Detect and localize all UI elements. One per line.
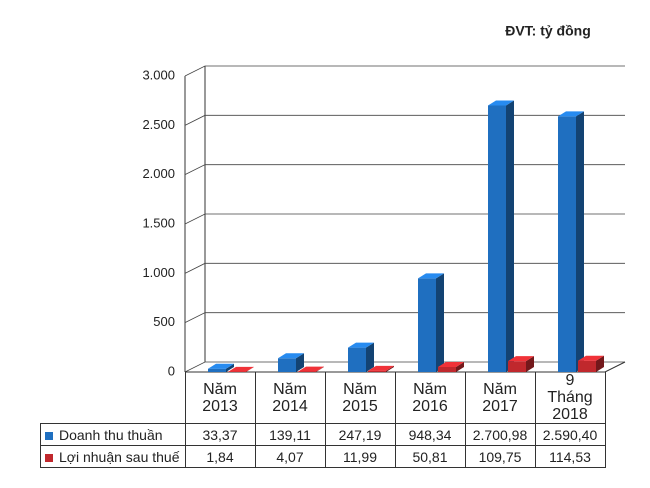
y-tick-label: 1.500	[142, 215, 175, 230]
bar-top	[228, 366, 254, 372]
bar	[578, 355, 604, 372]
bar-side	[506, 100, 514, 373]
bar	[558, 111, 584, 372]
y-tick-label: 500	[153, 314, 175, 329]
bar-top	[368, 365, 394, 371]
category-cell: Năm 2015	[324, 372, 396, 424]
bar	[348, 342, 374, 372]
category-cell: Năm 2014	[254, 372, 326, 424]
legend-label: Lợi nhuận sau thuế	[59, 448, 180, 465]
category-cell: Năm 2016	[394, 372, 466, 424]
y-tick-label: 2.500	[142, 117, 175, 132]
bar-top	[298, 366, 324, 372]
grid-line	[184, 114, 625, 126]
bar-front	[558, 116, 576, 372]
bar-front	[368, 370, 386, 372]
bar-top	[578, 355, 604, 361]
y-tick-label: 3.000	[142, 67, 175, 82]
bar-top	[208, 363, 234, 369]
category-cell: Năm 2017	[464, 372, 536, 424]
x-tick-label: Năm 2013	[202, 380, 238, 415]
grid-line	[184, 312, 625, 324]
bar-front	[438, 366, 456, 372]
grid-line	[184, 65, 625, 77]
blank-cell	[40, 372, 186, 424]
category-row: Năm 2013 Năm 2014 Năm 2015 Năm 2016 Năm 2017…	[40, 372, 606, 424]
bar	[368, 365, 394, 372]
data-table: Năm 2013 Năm 2014 Năm 2015 Năm 2016 Năm 2017…	[40, 372, 606, 468]
bar-side	[246, 366, 254, 372]
bar-side	[526, 356, 534, 372]
value-label: 139,11	[254, 423, 326, 446]
legend-label: Doanh thu thuần	[59, 426, 163, 443]
value-label: 2.700,98	[464, 423, 536, 446]
legend-swatch	[45, 453, 53, 462]
legend-swatch	[45, 431, 53, 440]
category-cell: 9 Tháng 2018	[534, 372, 606, 424]
bar-side	[436, 273, 444, 372]
bar-side	[316, 366, 324, 372]
bar-side	[296, 353, 304, 372]
bar	[298, 366, 324, 372]
value-label: 2.590,40	[534, 423, 606, 446]
y-tick-label: 1.000	[142, 265, 175, 280]
x-tick-label: Năm 2015	[342, 380, 378, 415]
x-tick-label: 9 Tháng 2018	[547, 372, 593, 423]
bar-front	[488, 105, 506, 373]
bar	[438, 361, 464, 372]
bar	[208, 363, 234, 372]
series-row: Doanh thu thuần 33,37 139,11 247,19 948,34 2.…	[40, 423, 606, 446]
x-tick-label: Năm 2016	[412, 380, 448, 415]
bar-top	[418, 273, 444, 279]
bar-side	[386, 365, 394, 372]
value-label: 33,37	[184, 423, 256, 446]
grid-line	[184, 164, 625, 176]
series-row: Lợi nhuận sau thuế 1,84 4,07 11,99 50,81 109,…	[40, 445, 606, 468]
bar-front	[418, 278, 436, 372]
bar-front	[208, 368, 226, 372]
unit-note: ĐVT: tỷ đồng	[505, 23, 591, 39]
bar-top	[348, 342, 374, 348]
bar-front	[348, 347, 366, 372]
category-cell: Năm 2013	[184, 372, 256, 424]
x-tick-label: Năm 2014	[272, 380, 308, 415]
y-tick-label: 2.000	[142, 166, 175, 181]
bar-top	[508, 356, 534, 362]
bar-top	[558, 111, 584, 117]
bar-front	[578, 360, 596, 372]
bar-side	[226, 363, 234, 372]
bar-top	[438, 361, 464, 367]
value-label: 11,99	[324, 445, 396, 468]
grid-line	[184, 213, 625, 225]
y-tick-label: 0	[168, 363, 175, 378]
bar-top	[278, 353, 304, 359]
bar-side	[596, 355, 604, 372]
value-label: 4,07	[254, 445, 326, 468]
bar-side	[456, 361, 464, 372]
legend-cell: Lợi nhuận sau thuế	[40, 445, 186, 468]
bar-top	[488, 100, 514, 106]
bar-side	[366, 342, 374, 372]
bar-side	[576, 111, 584, 372]
value-label: 247,19	[324, 423, 396, 446]
grid-line	[184, 262, 625, 274]
bar	[228, 366, 254, 372]
value-label: 109,75	[464, 445, 536, 468]
grid-line	[184, 361, 625, 373]
bar	[278, 353, 304, 372]
x-tick-label: Năm 2017	[482, 380, 518, 415]
value-label: 114,53	[534, 445, 606, 468]
bar	[508, 356, 534, 372]
bar	[488, 100, 514, 373]
bar-front	[278, 358, 296, 372]
bar	[418, 273, 444, 372]
value-label: 1,84	[184, 445, 256, 468]
legend-cell: Doanh thu thuần	[40, 423, 186, 446]
bar-front	[508, 361, 526, 372]
value-label: 50,81	[394, 445, 466, 468]
value-label: 948,34	[394, 423, 466, 446]
